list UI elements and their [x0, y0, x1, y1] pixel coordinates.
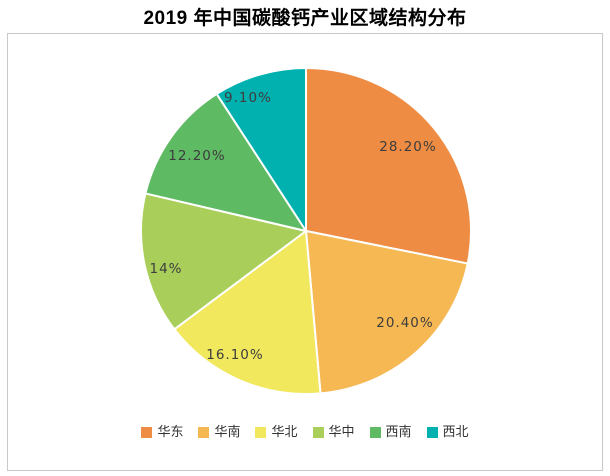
slice-value-label-5: 9.10% [224, 90, 272, 106]
legend-item-1: 华南 [198, 426, 240, 439]
slice-value-label-2: 16.10% [206, 347, 263, 363]
slice-value-label-1: 20.40% [376, 315, 433, 331]
legend-swatch-icon [312, 427, 324, 438]
legend-swatch-icon [198, 427, 210, 438]
legend-label: 华北 [271, 425, 298, 440]
pie-slice-1 [305, 230, 469, 395]
legend-label: 西南 [385, 425, 412, 440]
pie-slice-0 [305, 67, 472, 265]
legend-item-4: 西南 [369, 425, 412, 440]
chart-title: 2019 年中国碳酸钙产业区域结构分布 [143, 8, 467, 29]
legend-item-3: 华中 [312, 425, 355, 440]
legend-label: 华中 [328, 425, 355, 440]
slice-value-label-0: 28.20% [379, 139, 436, 155]
pie-slice-4 [144, 92, 307, 232]
slice-value-label-3: 14% [149, 261, 182, 277]
legend-swatch-icon [255, 427, 267, 438]
legend-label: 华南 [214, 425, 241, 440]
legend-item-2: 华北 [255, 425, 298, 440]
legend-label: 华东 [157, 425, 184, 440]
pie-slice-2 [173, 230, 322, 395]
legend-label: 西北 [442, 425, 469, 440]
legend-item-0: 华东 [141, 426, 183, 439]
legend: 华东 华南 华北 华中 西南 西北 [8, 426, 602, 439]
plot-area: 28.20% 20.40% 16.10% 14% 12.20% 9.10% 华东 华南 华北华… [7, 33, 603, 471]
legend-item-5: 西北 [426, 425, 469, 440]
legend-swatch-icon [369, 427, 381, 438]
pie-slice-5 [215, 67, 307, 232]
pie-slice-3 [140, 192, 307, 331]
slice-value-label-4: 12.20% [168, 148, 225, 164]
legend-swatch-icon [141, 427, 153, 438]
legend-swatch-icon [426, 427, 438, 438]
